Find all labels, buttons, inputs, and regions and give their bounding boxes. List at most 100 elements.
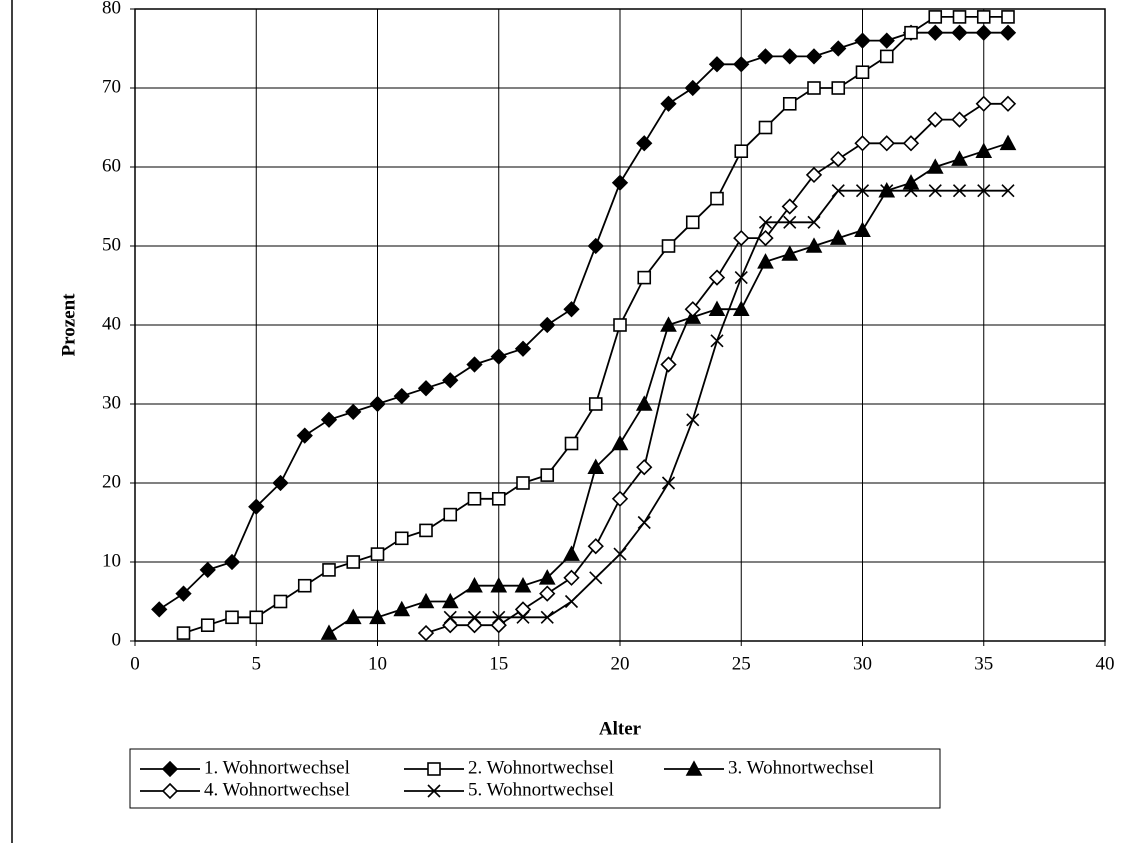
marker	[637, 515, 651, 530]
marker	[927, 24, 944, 41]
marker	[394, 531, 409, 546]
marker	[393, 600, 411, 617]
marker	[926, 158, 944, 174]
marker	[660, 316, 677, 332]
marker	[902, 174, 920, 190]
marker	[805, 166, 823, 184]
marker	[346, 555, 361, 569]
marker	[999, 134, 1017, 151]
marker	[878, 135, 895, 152]
x-tick-label: 30	[853, 653, 872, 674]
marker	[830, 150, 847, 168]
marker	[417, 380, 435, 397]
marker	[1001, 184, 1015, 198]
marker	[563, 545, 580, 561]
marker	[199, 561, 216, 579]
marker	[345, 403, 362, 421]
marker	[904, 25, 918, 40]
marker	[419, 523, 433, 538]
marker	[854, 135, 871, 152]
legend-item: 1. Wohnortwechsel	[140, 757, 350, 778]
marker	[540, 610, 554, 624]
legend-marker	[685, 760, 703, 776]
y-tick-label: 30	[102, 392, 121, 413]
marker	[757, 229, 774, 247]
legend-marker	[427, 762, 441, 776]
y-tick-label: 40	[102, 313, 121, 334]
marker	[757, 253, 774, 269]
marker	[492, 610, 506, 624]
marker	[829, 229, 847, 245]
marker	[490, 348, 507, 365]
marker	[564, 436, 579, 451]
marker	[854, 221, 871, 237]
marker	[734, 271, 748, 285]
marker	[781, 198, 798, 215]
marker	[514, 577, 532, 593]
marker	[297, 578, 312, 593]
marker	[902, 135, 920, 152]
marker	[442, 617, 459, 634]
marker	[466, 617, 483, 634]
marker	[732, 300, 750, 317]
marker	[539, 316, 556, 334]
legend-marker	[427, 784, 441, 798]
marker	[467, 491, 482, 506]
marker	[637, 270, 652, 285]
marker	[710, 334, 724, 348]
marker	[466, 577, 483, 593]
marker	[611, 434, 629, 451]
marker	[904, 184, 918, 198]
marker	[951, 150, 968, 166]
marker	[443, 507, 458, 522]
series-line	[450, 189, 1008, 619]
marker	[466, 356, 483, 373]
marker	[976, 10, 991, 24]
marker	[952, 10, 967, 24]
marker	[443, 610, 457, 624]
marker	[587, 458, 605, 475]
marker	[151, 601, 168, 618]
marker	[880, 184, 894, 198]
marker	[223, 553, 241, 571]
marker	[490, 617, 507, 634]
marker	[805, 237, 823, 253]
marker	[830, 40, 847, 57]
marker	[951, 111, 968, 128]
marker	[661, 239, 676, 253]
marker	[273, 594, 288, 609]
marker	[589, 571, 603, 585]
marker	[733, 229, 750, 247]
marker	[248, 498, 265, 515]
marker	[225, 610, 239, 625]
marker	[927, 111, 944, 128]
marker	[952, 184, 967, 198]
marker	[661, 476, 676, 490]
marker	[587, 237, 604, 255]
x-tick-label: 15	[489, 653, 508, 674]
marker	[710, 191, 724, 206]
marker	[757, 48, 774, 65]
marker	[636, 135, 653, 152]
legend-item: 2. Wohnortwechsel	[404, 757, 614, 778]
marker	[588, 397, 603, 411]
y-tick-label: 60	[102, 155, 121, 176]
marker	[538, 569, 556, 585]
marker	[491, 491, 506, 506]
legend-label: 5. Wohnortwechsel	[468, 779, 614, 800]
marker	[807, 81, 821, 95]
marker	[563, 569, 580, 586]
marker	[613, 318, 627, 332]
marker	[855, 184, 870, 198]
marker	[879, 49, 894, 64]
marker	[758, 215, 773, 229]
marker	[441, 592, 459, 609]
legend-marker	[161, 760, 179, 778]
marker	[781, 245, 799, 261]
marker	[660, 356, 677, 373]
y-axis-title: Prozent	[58, 293, 79, 357]
marker	[611, 174, 629, 191]
marker	[977, 184, 991, 198]
x-tick-label: 20	[611, 653, 630, 674]
